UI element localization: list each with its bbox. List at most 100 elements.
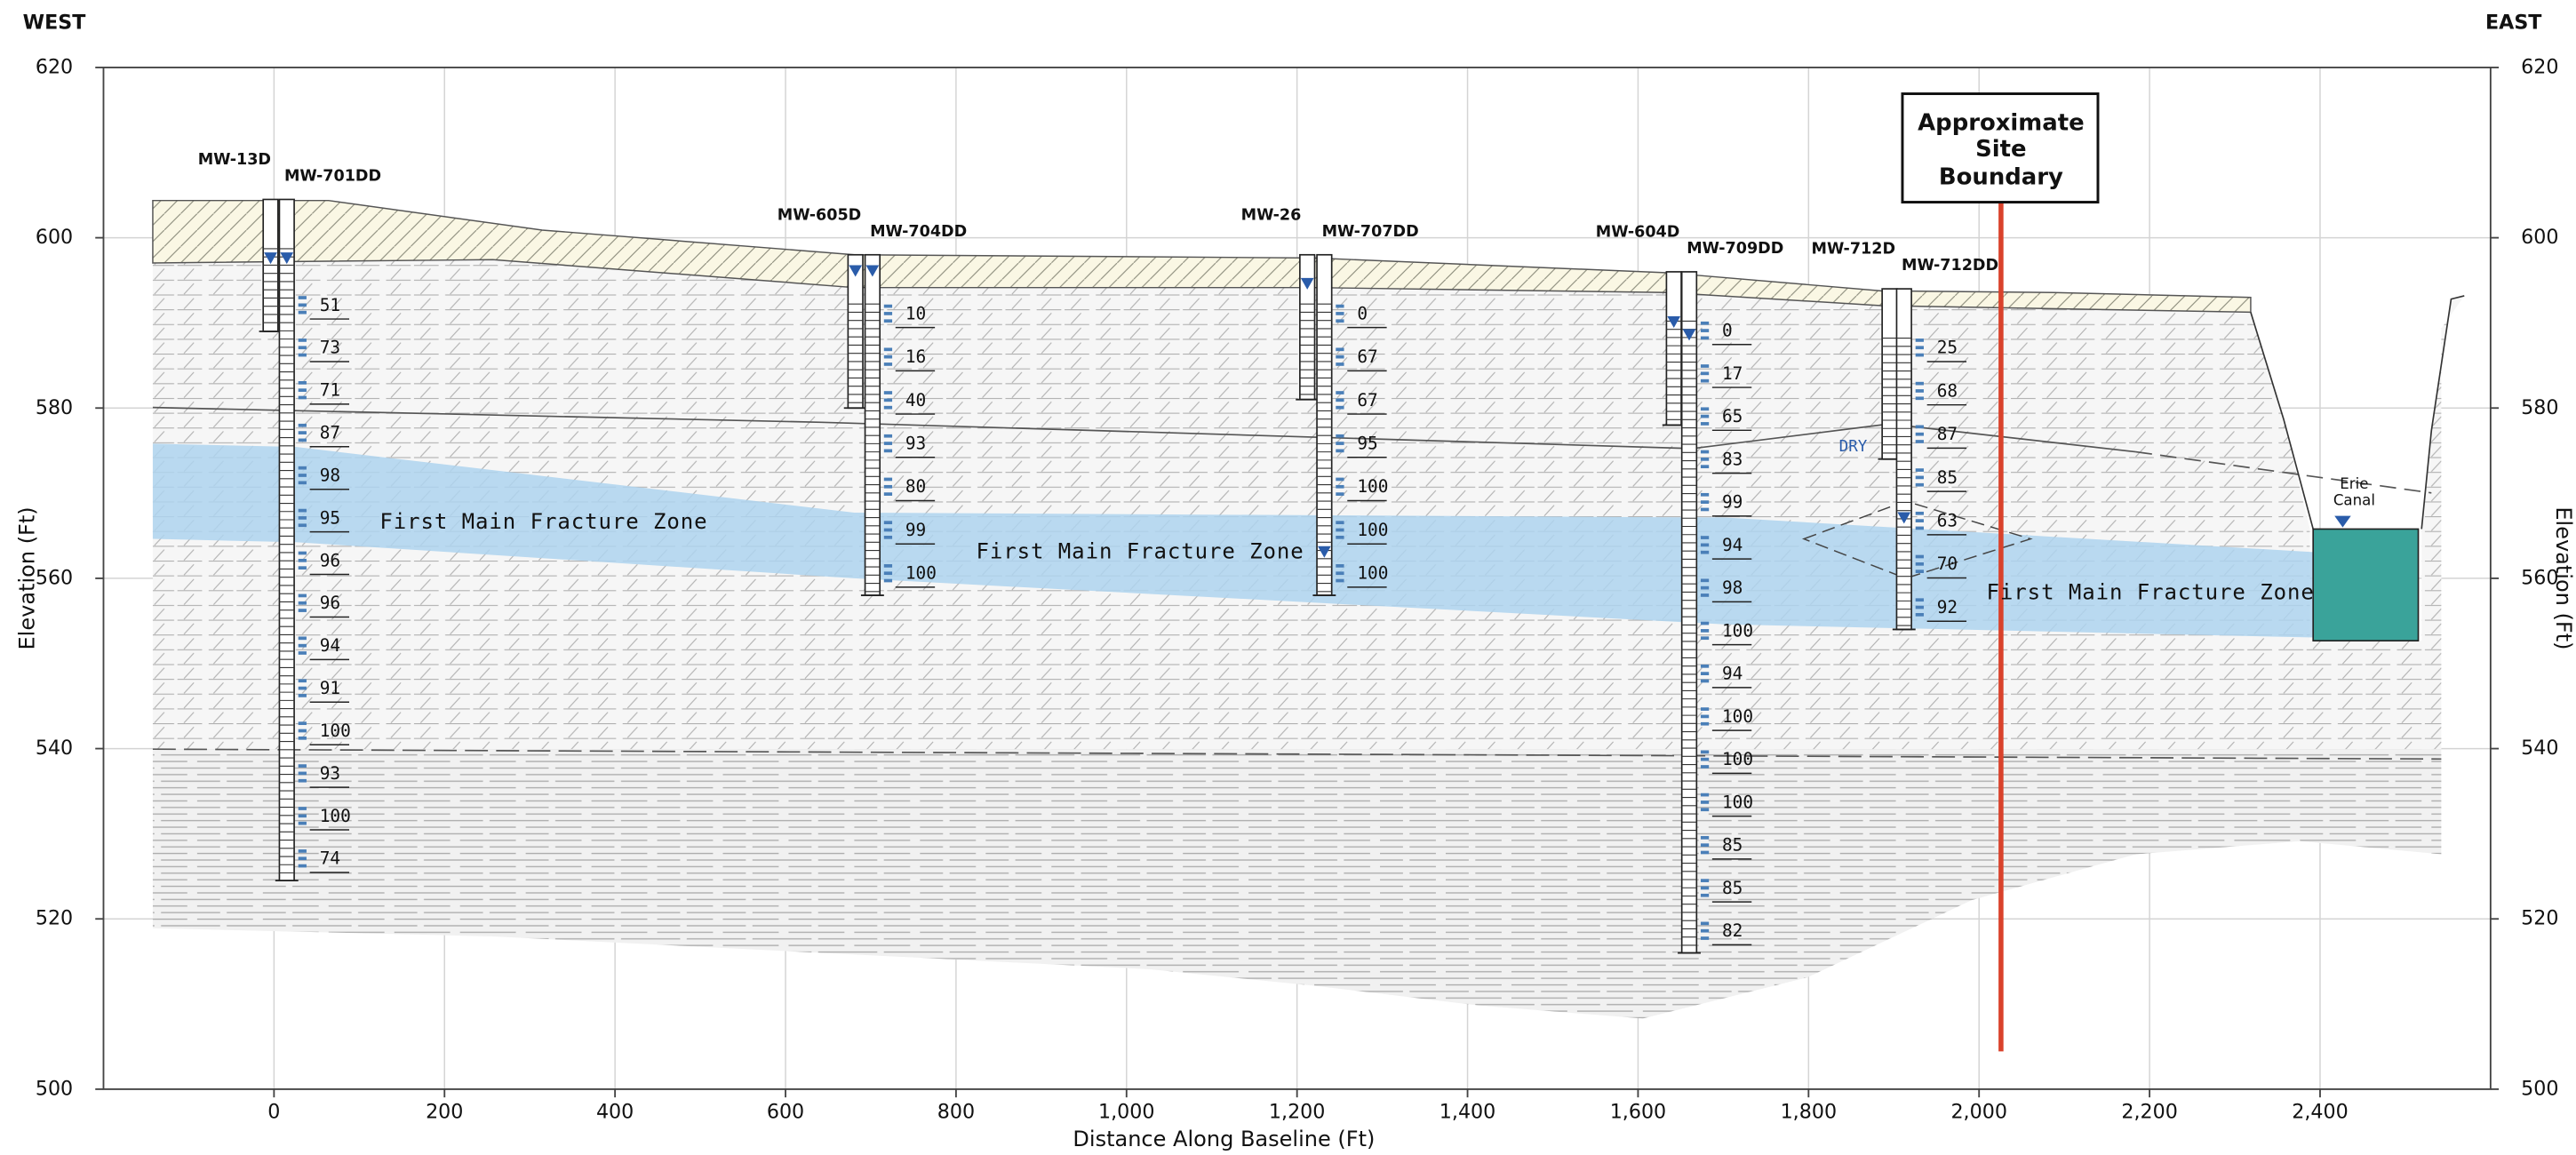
fracture-mark — [299, 346, 307, 349]
reading-label: 95 — [1357, 433, 1377, 453]
fracture-mark — [1701, 578, 1709, 582]
fracture-mark — [1916, 598, 1924, 601]
fracture-mark — [1336, 579, 1344, 583]
cross-section: MW-13DMW-701DD51737187989596969491100931… — [0, 0, 2576, 1155]
fracture-mark — [1916, 512, 1924, 515]
x-tick-label: 2,000 — [1950, 1100, 2006, 1123]
fracture-mark — [1701, 450, 1709, 454]
fracture-mark — [884, 536, 892, 539]
fracture-mark — [299, 296, 307, 299]
reading-label: 95 — [320, 507, 340, 528]
reading-label: 94 — [1722, 535, 1743, 555]
reading-label: 100 — [1357, 476, 1388, 497]
fracture-mark — [1336, 355, 1344, 359]
well-label: MW-701DD — [284, 168, 381, 186]
fracture-mark — [1701, 337, 1709, 340]
y-tick-label: 600 — [36, 226, 73, 249]
reading-label: 85 — [1722, 878, 1743, 898]
fracture-mark — [1916, 570, 1924, 573]
fracture-mark — [299, 687, 307, 690]
boundary-label: Site — [1975, 136, 2026, 163]
fracture-mark — [1701, 544, 1709, 547]
reading-label: 100 — [905, 563, 937, 584]
reading-label: 68 — [1937, 380, 1958, 401]
well-casing — [848, 255, 863, 408]
fracture-mark — [1701, 636, 1709, 640]
fracture-mark — [299, 466, 307, 470]
fracture-mark — [299, 523, 307, 527]
fracture-mark — [884, 312, 892, 315]
fracture-mark — [1701, 329, 1709, 332]
fracture-mark — [884, 434, 892, 438]
fracture-mark — [1336, 305, 1344, 308]
fracture-mark — [1916, 527, 1924, 530]
fracture-mark — [1701, 722, 1709, 726]
reading-label: 63 — [1937, 511, 1958, 531]
x-tick-label: 200 — [426, 1100, 463, 1123]
fracture-mark — [1336, 434, 1344, 438]
y2-tick-label: 540 — [2521, 737, 2558, 760]
zone-label: First Main Fracture Zone — [977, 538, 1304, 563]
reading-label: 25 — [1937, 338, 1958, 358]
well-label: MW-712DD — [1902, 257, 1998, 275]
fracture-mark — [1701, 801, 1709, 804]
reading-label: 100 — [320, 806, 351, 826]
fracture-mark — [299, 764, 307, 768]
fracture-mark — [1701, 765, 1709, 769]
fracture-mark — [1336, 312, 1344, 315]
west-label: WEST — [23, 12, 86, 35]
x-tick-label: 600 — [767, 1100, 804, 1123]
reading-label: 80 — [905, 476, 926, 497]
reading-label: 91 — [320, 678, 340, 698]
reading-label: 83 — [1722, 449, 1743, 469]
fracture-mark — [299, 737, 307, 740]
x-tick-label: 1,600 — [1610, 1100, 1666, 1123]
canal-water-level — [2334, 516, 2350, 528]
fracture-mark — [1916, 440, 1924, 443]
reading-label: 100 — [1722, 706, 1753, 727]
fracture-mark — [1701, 593, 1709, 597]
fracture-mark — [299, 807, 307, 810]
fracture-mark — [1916, 426, 1924, 429]
fracture-mark — [1336, 492, 1344, 496]
reading-label: 0 — [1357, 303, 1368, 323]
x-tick-label: 2,400 — [2292, 1100, 2348, 1123]
fracture-mark — [1336, 564, 1344, 568]
well-label: MW-712D — [1812, 241, 1896, 259]
dry-label: DRY — [1839, 438, 1868, 456]
fracture-mark — [1916, 562, 1924, 566]
fracture-mark — [299, 651, 307, 655]
reading-label: 85 — [1937, 467, 1958, 488]
fracture-mark — [299, 303, 307, 307]
reading-label: 96 — [320, 550, 340, 570]
fracture-mark — [1701, 379, 1709, 383]
fracture-mark — [884, 305, 892, 308]
fracture-mark — [299, 439, 307, 442]
fracture-mark — [1336, 571, 1344, 575]
x-tick-label: 1,000 — [1098, 1100, 1154, 1123]
fracture-mark — [299, 644, 307, 648]
fracture-mark — [1701, 458, 1709, 461]
fracture-mark — [1701, 758, 1709, 761]
x-axis-label: Distance Along Baseline (Ft) — [1073, 1127, 1375, 1151]
fracture-mark — [299, 694, 307, 697]
y2-tick-label: 600 — [2521, 226, 2558, 249]
fracture-mark — [1701, 751, 1709, 754]
fracture-mark — [299, 388, 307, 392]
reading-label: 92 — [1937, 597, 1958, 617]
reading-label: 100 — [1357, 563, 1388, 584]
fracture-mark — [299, 339, 307, 342]
y-tick-label: 580 — [36, 396, 73, 419]
fracture-mark — [1916, 339, 1924, 342]
well-casing — [1882, 289, 1897, 459]
well-label: MW-26 — [1241, 206, 1302, 224]
fracture-mark — [1701, 371, 1709, 375]
fracture-mark — [299, 311, 307, 315]
fracture-mark — [1336, 485, 1344, 489]
reading-label: 65 — [1722, 406, 1743, 426]
reading-label: 99 — [1722, 492, 1743, 513]
fracture-mark — [1701, 551, 1709, 554]
fracture-mark — [1701, 843, 1709, 847]
fracture-mark — [1701, 936, 1709, 940]
fracture-mark — [299, 679, 307, 682]
